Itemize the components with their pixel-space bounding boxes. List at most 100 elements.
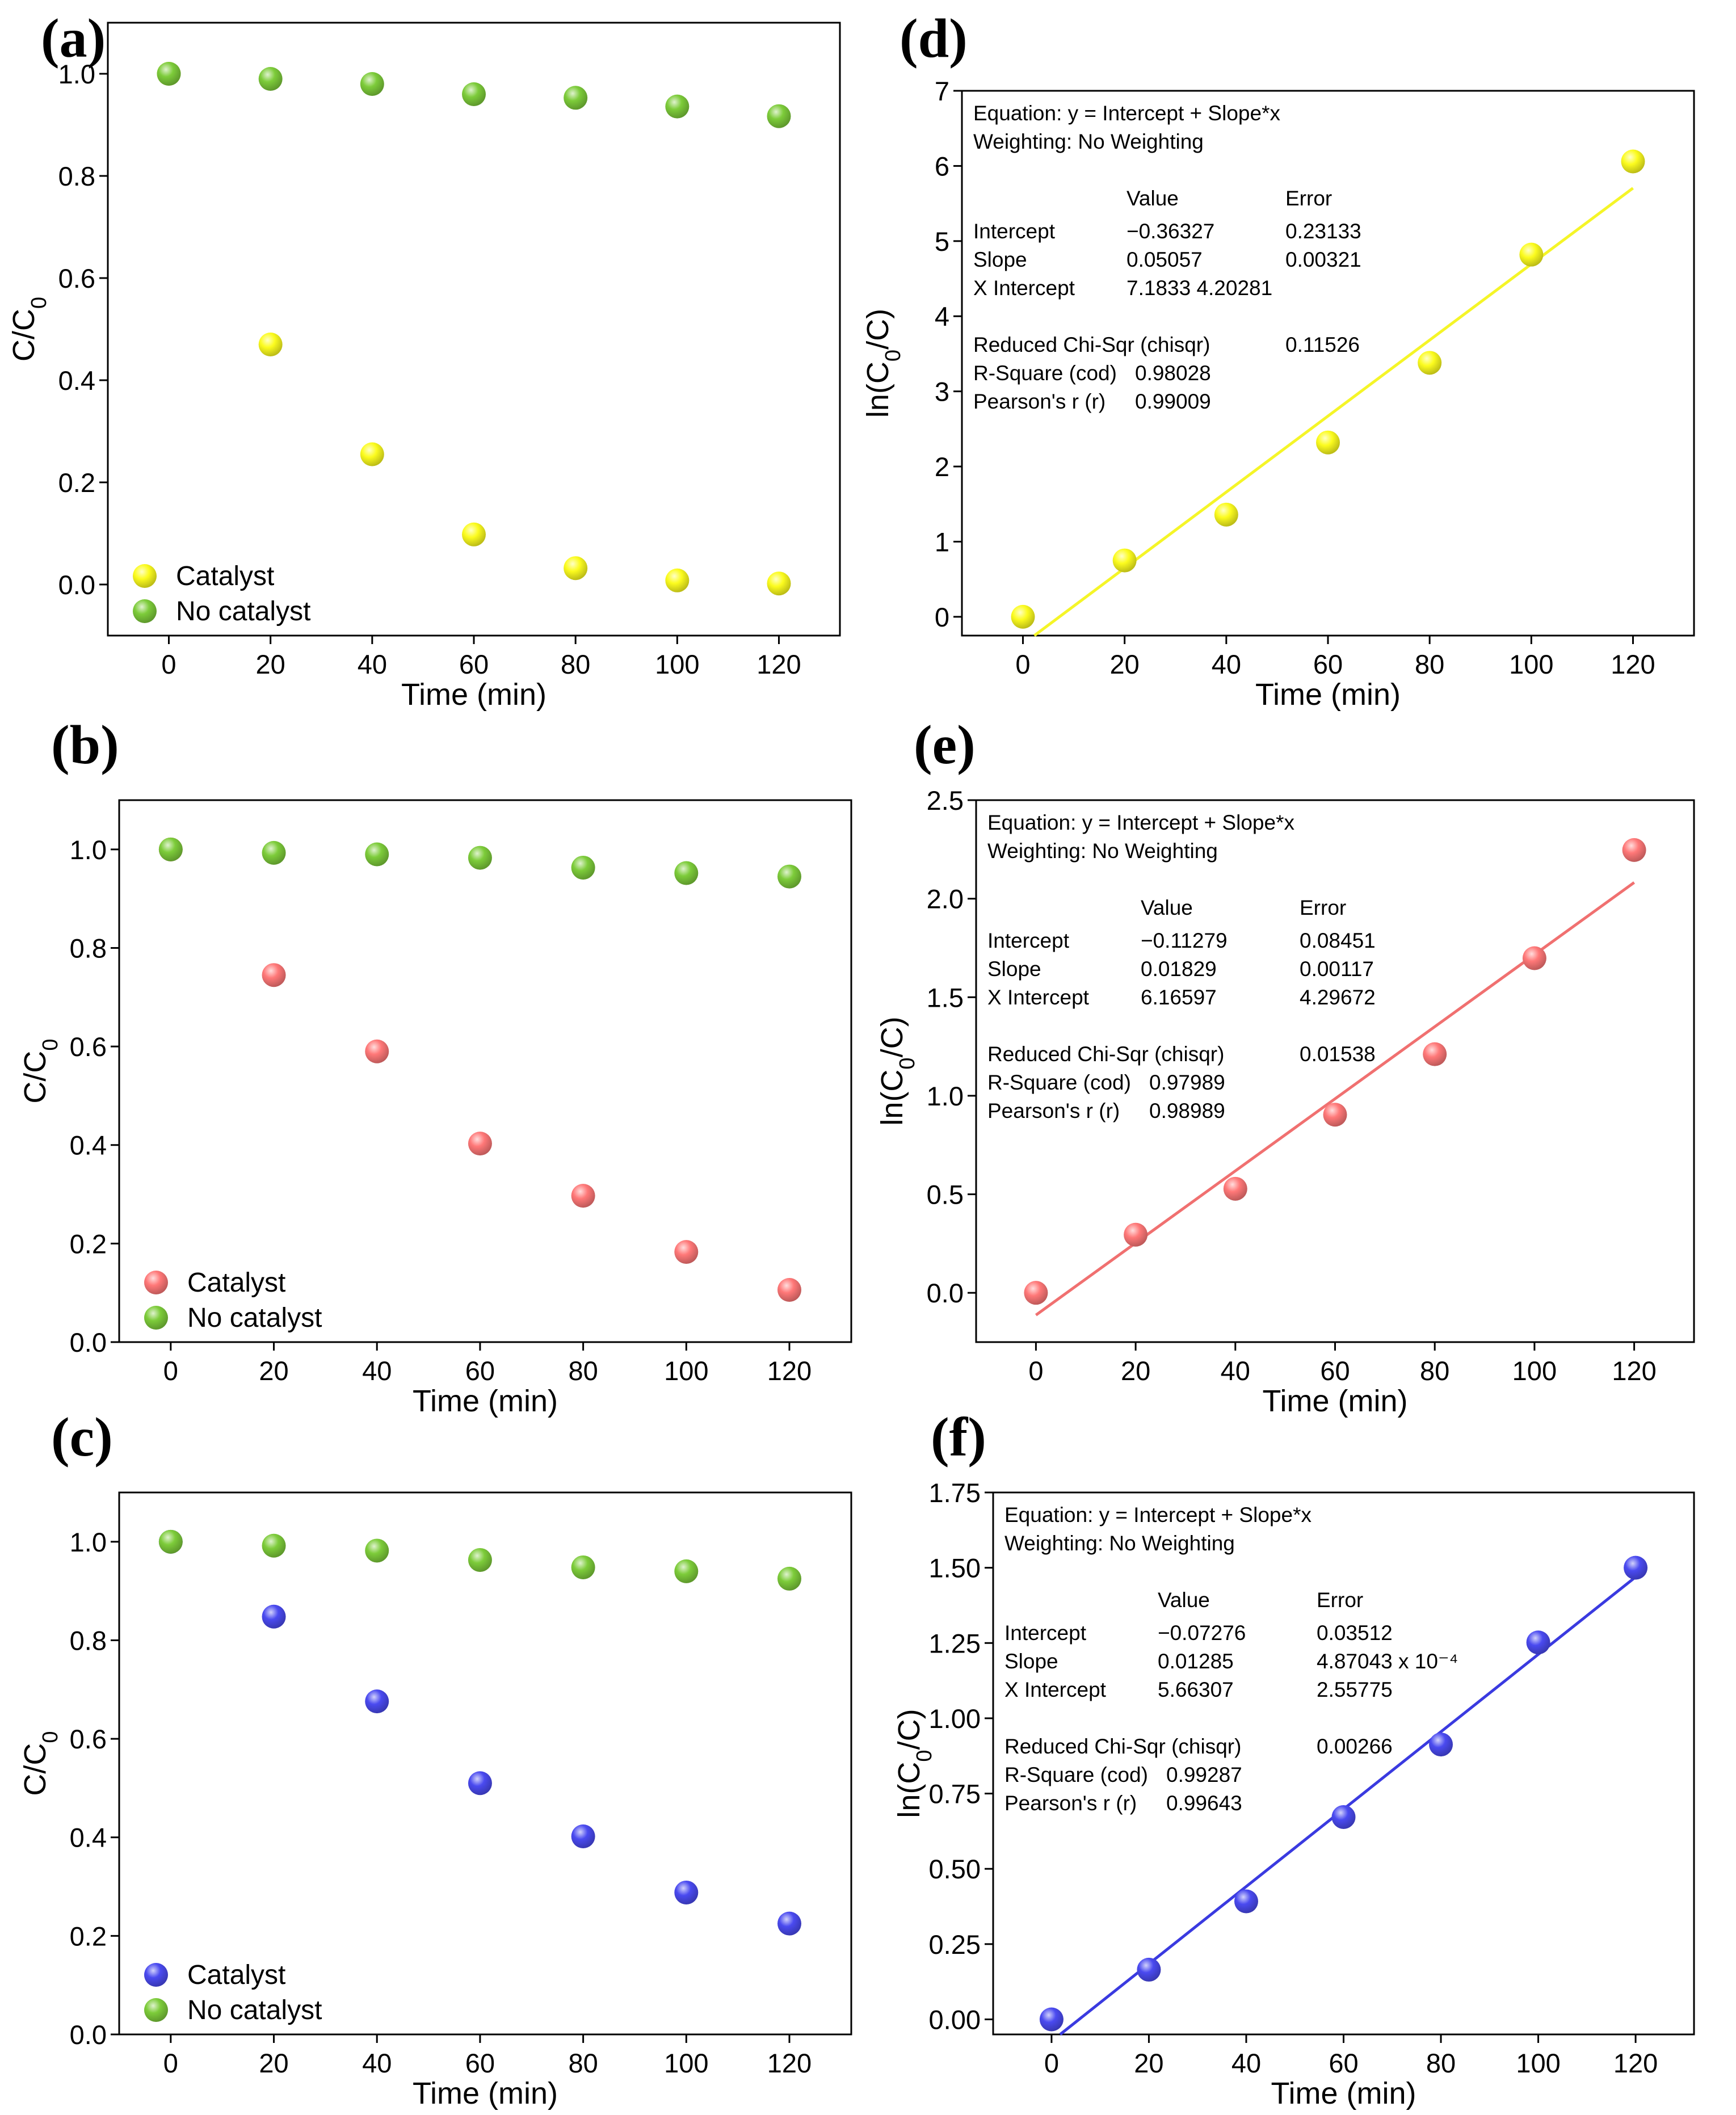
x-tick-label: 20: [1121, 1356, 1150, 1386]
data-point: [767, 104, 791, 128]
data-point: [262, 1604, 286, 1629]
y-tick-label: 1.5: [927, 982, 964, 1012]
stats-pearson-value: 0.99643: [1166, 1792, 1242, 1815]
panel-label: (a): [41, 8, 106, 69]
stats-row-name: Slope: [987, 957, 1041, 981]
x-axis-title: Time (min): [1263, 1384, 1408, 1418]
x-tick-label: 60: [465, 1356, 495, 1386]
stats-rsq-label: R-Square (cod): [987, 1071, 1131, 1094]
data-point: [262, 963, 286, 987]
y-tick-label: 0.6: [58, 263, 95, 293]
data-point: [468, 1771, 492, 1796]
y-axis-title: C/C0: [18, 1731, 62, 1796]
stats-chisqr-label: Reduced Chi-Sqr (chisqr): [1004, 1735, 1241, 1758]
data-point: [1526, 1630, 1550, 1655]
data-point: [158, 837, 183, 861]
stats-pearson-label: Pearson's r (r): [973, 390, 1106, 413]
data-point: [258, 333, 283, 356]
data-point: [360, 72, 384, 96]
data-point: [1519, 242, 1544, 267]
y-tick-label: 3: [935, 377, 949, 407]
x-tick-label: 20: [1110, 649, 1140, 679]
stats-weighting: Weighting: No Weighting: [1004, 1532, 1235, 1555]
x-tick-label: 0: [1044, 2048, 1059, 2078]
x-axis-title: Time (min): [413, 1384, 558, 1418]
panel-a: (a) 0 20 40 60 80 100 120 0.0 0.2 0.4 0.6 0.8 1.0 Time…: [7, 8, 841, 712]
panel-f: (f) 0 20 40 60 80 100 120 0.00 0.25 0.50 0.75 1.00 1.…: [892, 1407, 1695, 2110]
stats-equation: Equation: y = Intercept + Slope*x: [987, 811, 1294, 834]
y-tick-label: 0.2: [70, 1921, 107, 1951]
x-tick-label: 100: [664, 2048, 708, 2078]
x-tick-label: 100: [655, 649, 699, 679]
data-point: [1621, 149, 1645, 174]
data-point: [468, 846, 492, 870]
data-point: [1234, 1889, 1258, 1914]
y-tick-label: 0.50: [929, 1854, 981, 1884]
stats-row-name: Slope: [973, 248, 1027, 271]
data-series: [1024, 838, 1646, 1305]
stats-rsq-label: R-Square (cod): [973, 361, 1117, 385]
x-tick-label: 20: [256, 649, 285, 679]
y-tick-label: 1.0: [70, 835, 107, 865]
panel-d: (d) 0 20 40 60 80 100 120 0 1 2 3 4 5 6 7 Time (min) ln(C…: [861, 8, 1695, 712]
x-tick-label: 120: [767, 1356, 812, 1386]
y-tick-label: 1.0: [927, 1081, 964, 1111]
y-tick-label: 0.4: [58, 365, 95, 396]
stats-rsq-value: 0.98028: [1135, 361, 1211, 385]
stats-row-error: 4.87043 x 10⁻⁴: [1317, 1650, 1458, 1673]
panel-e: (e) 0 20 40 60 80 100 120 0.0 0.5 1.0 1.5 2.0 2.5 Time…: [875, 714, 1695, 1418]
y-tick-label: 0.00: [929, 2004, 981, 2034]
data-point: [1039, 2007, 1064, 2032]
y-tick-label: 0.0: [927, 1278, 964, 1308]
data-series: [1039, 1555, 1648, 2032]
y-tick-label: 0: [935, 602, 949, 632]
legend: Catalyst No catalyst: [144, 1960, 322, 2025]
legend-marker: [133, 564, 157, 588]
x-tick-label: 60: [465, 2048, 495, 2078]
x-tick-label: 40: [362, 1356, 392, 1386]
stats-row-error: 0.08451: [1300, 929, 1376, 952]
plot-frame: [975, 799, 1695, 1343]
stats-row-error: 0.23133: [1285, 220, 1361, 243]
stats-row-error: 0.00321: [1285, 248, 1361, 271]
data-point: [777, 1566, 801, 1591]
legend-marker: [144, 1998, 168, 2022]
stats-chisqr-label: Reduced Chi-Sqr (chisqr): [987, 1042, 1224, 1066]
x-tick-label: 100: [1509, 649, 1553, 679]
x-axis-title: Time (min): [1271, 2076, 1416, 2110]
data-point: [777, 1277, 801, 1302]
x-tick-label: 40: [1231, 2048, 1261, 2078]
stats-chisqr-value: 0.01538: [1300, 1042, 1376, 1066]
plot-frame: [118, 799, 852, 1343]
stats-header-value: Value: [1158, 1588, 1210, 1612]
data-point: [1423, 1042, 1447, 1066]
y-tick-label: 1.0: [70, 1527, 107, 1557]
y-tick-label: 0.25: [929, 1929, 981, 1960]
series-catalyst: [158, 837, 801, 1302]
data-point: [571, 1184, 595, 1208]
legend-label: No catalyst: [187, 1995, 322, 2025]
data-point: [468, 1548, 492, 1572]
stats-row-name: Intercept: [1004, 1621, 1087, 1645]
data-point: [365, 1039, 389, 1063]
y-tick-label: 0.6: [70, 1032, 107, 1062]
y-tick-label: 0.75: [929, 1779, 981, 1809]
y-tick-label: 0.0: [70, 2020, 107, 2050]
data-point: [1223, 1176, 1247, 1201]
stats-row-name: X Intercept: [973, 276, 1075, 300]
stats-row-value: −0.36327: [1126, 220, 1214, 243]
x-tick-label: 20: [259, 1356, 288, 1386]
panel-label: (f): [931, 1407, 986, 1468]
legend-marker: [144, 1306, 168, 1330]
data-point: [1429, 1733, 1453, 1757]
stats-pearson-value: 0.98989: [1149, 1099, 1225, 1122]
stats-box: Equation: y = Intercept + Slope*x Weighti…: [987, 811, 1376, 1122]
stats-pearson-label: Pearson's r (r): [1004, 1792, 1137, 1815]
legend-label: Catalyst: [187, 1268, 285, 1298]
data-point: [462, 82, 486, 106]
stats-row-value: −0.07276: [1158, 1621, 1246, 1645]
stats-row-value: −0.11279: [1141, 929, 1228, 952]
stats-row-value: 0.05057: [1126, 248, 1203, 271]
data-point: [1011, 604, 1035, 629]
y-tick-label: 0.5: [927, 1180, 964, 1210]
